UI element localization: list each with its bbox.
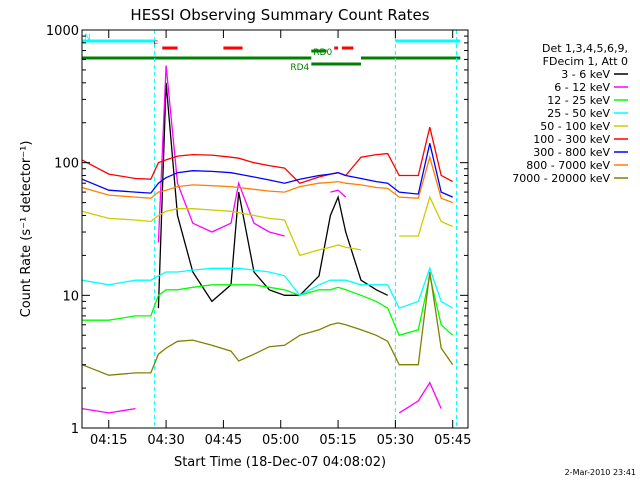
legend-entry-7: 300 - 800 keV [533,146,610,159]
series-lines [81,65,454,414]
legend-entry-4: 25 - 50 keV [547,107,610,120]
legend-entry-1: 3 - 6 keV [561,68,610,81]
plot-frame [81,29,469,429]
series-line-1 [157,82,388,309]
y-axis-label: Count Rate (s⁻¹ detector⁻¹) [19,141,34,318]
x-tick-label-5: 05:15 [319,433,356,448]
y-tick-label-2: 10 [62,289,79,304]
flag-label-7: RD0 [313,48,332,58]
series-line-3 [82,275,454,337]
x-tick-label-3: 04:45 [205,433,242,448]
x-tick-label-7: 05:45 [434,433,471,448]
series-line-2 [81,65,442,414]
y-tick-label-3: 100 [54,157,79,172]
x-tick-label-6: 05:30 [377,433,414,448]
series-line-6 [81,127,454,184]
legend-entry-5: 50 - 100 keV [540,120,610,133]
plot-timestamp: 2-Mar-2010 23:41 [565,468,636,477]
flag-bars: N F RD0 RD4 [82,33,461,73]
x-tick-label-2: 04:30 [147,433,184,448]
legend-header-2: FDecim 1, Att 0 [543,55,628,68]
series-line-8 [81,154,453,204]
series-line-5 [81,195,453,257]
legend-entry-9: 7000 - 20000 keV [512,172,610,185]
series-line-7 [81,143,453,198]
flag-label-10: RD4 [290,63,309,73]
legend-entry-8: 800 - 7000 keV [526,159,610,172]
legend-entry-6: 100 - 300 keV [533,133,610,146]
axes: 04:15 04:30 04:45 05:00 05:15 05:30 05:45 1 10 10… [46,24,472,448]
legend-entry-2: 6 - 12 keV [554,81,610,94]
series-line-4 [81,266,454,310]
legend-header-1: Det 1,3,4,5,6,9, [542,42,628,55]
y-tick-label-4: 1000 [46,24,79,39]
series-line-9 [81,271,454,376]
flag-label-1: N [84,33,91,43]
x-tick-label-4: 05:00 [262,433,299,448]
legend-entry-3: 12 - 25 keV [547,94,610,107]
x-axis-label: Start Time (18-Dec-07 04:08:02) [174,455,386,470]
flag-label-3: F [153,40,158,50]
y-tick-label-1: 1 [71,422,79,437]
x-tick-label-1: 04:15 [90,433,127,448]
legend: Det 1,3,4,5,6,9,FDecim 1, Att 03 - 6 keV… [512,42,628,185]
chart-title: HESSI Observing Summary Count Rates [130,6,429,24]
